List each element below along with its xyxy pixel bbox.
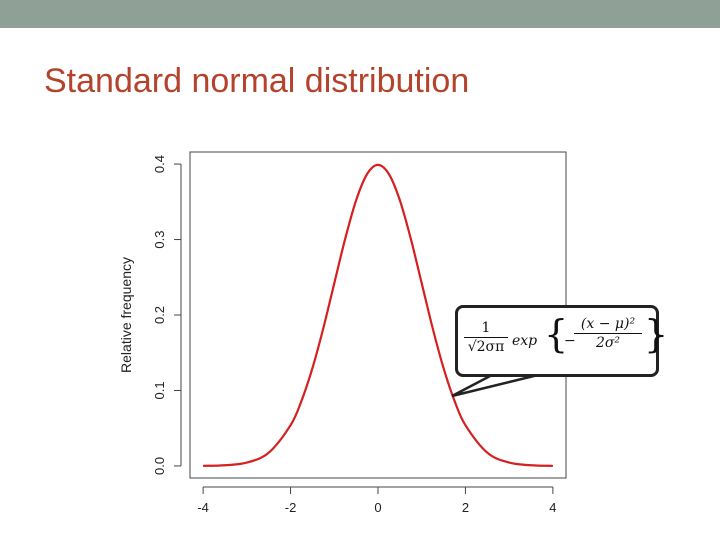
density-curve	[203, 163, 553, 467]
x-tick-label: 2	[462, 500, 469, 515]
x-tick-label: 0	[374, 500, 381, 515]
formula-callout: 1 √2σπ exp { − (x − μ)² 2σ² }	[455, 305, 668, 377]
x-tick-label: 4	[549, 500, 556, 515]
slide-title: Standard normal distribution	[44, 62, 470, 100]
x-tick-label: -4	[197, 500, 209, 515]
right-brace: }	[644, 312, 669, 356]
y-tick-label: 0.0	[152, 457, 167, 475]
x-tick-label: -2	[285, 500, 297, 515]
left-brace: {	[544, 312, 569, 356]
y-tick-label: 0.3	[152, 230, 167, 248]
minus-sign: −	[564, 333, 576, 349]
exponent-fraction: (x − μ)² 2σ²	[574, 316, 642, 351]
y-tick-label: 0.1	[152, 381, 167, 399]
callout-pointer	[451, 373, 539, 398]
normal-density-formula: 1 √2σπ exp { − (x − μ)² 2σ² }	[464, 312, 668, 370]
x-axis: -4 -2 0 2 4	[197, 486, 557, 515]
y-axis: 0.0 0.1 0.2 0.3 0.4	[152, 155, 182, 475]
top-accent-bar	[0, 0, 720, 28]
coefficient-numerator: 1	[464, 320, 508, 338]
coefficient-fraction: 1 √2σπ	[464, 320, 508, 355]
y-tick-label: 0.4	[152, 155, 167, 173]
exponent-denominator: 2σ²	[595, 335, 621, 351]
y-tick-label: 0.2	[152, 306, 167, 324]
exponent-numerator: (x − μ)²	[574, 316, 642, 334]
y-axis-label: Relative frequency	[118, 257, 134, 373]
coefficient-denominator: √2σπ	[467, 339, 505, 355]
exp-label: exp	[512, 333, 538, 349]
